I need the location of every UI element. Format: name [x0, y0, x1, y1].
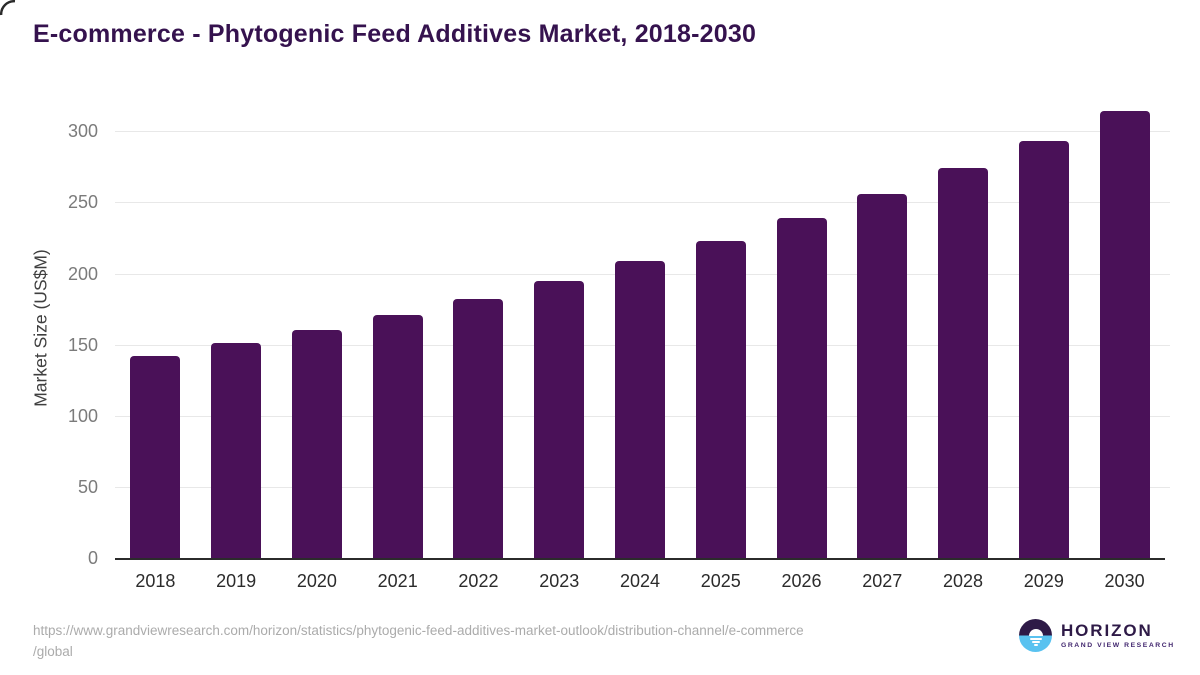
source-url: https://www.grandviewresearch.com/horizo… — [33, 620, 963, 662]
horizon-logo: HORIZON GRAND VIEW RESEARCH — [1019, 619, 1175, 652]
x-axis-label-2019: 2019 — [216, 571, 257, 591]
y-axis-tick-label: 150 — [67, 334, 98, 355]
bar-slot — [115, 100, 196, 558]
y-axis-tick-label: 50 — [77, 476, 98, 497]
bar-2018 — [130, 356, 181, 558]
bar-slot — [519, 100, 600, 558]
bar-slot — [196, 100, 277, 558]
bar-slot — [842, 100, 923, 558]
page-title: E-commerce - Phytogenic Feed Additives M… — [33, 20, 757, 48]
bar-2022 — [453, 299, 504, 558]
sun-horizon-icon — [1028, 628, 1043, 636]
plot-area — [115, 100, 1170, 560]
bar-2027 — [857, 193, 908, 558]
horizon-wordmark: HORIZON GRAND VIEW RESEARCH — [1061, 622, 1175, 650]
x-axis-label-2020: 2020 — [296, 571, 337, 591]
x-axis-label-2022: 2022 — [458, 571, 499, 591]
y-axis-tick-label: 200 — [67, 263, 98, 284]
bar-2021 — [372, 314, 423, 558]
bar-2024 — [614, 260, 665, 558]
source-url-line-2: /global — [33, 644, 73, 659]
x-axis-label-2018: 2018 — [135, 571, 176, 591]
bar-2020 — [291, 330, 342, 558]
bar-2023 — [534, 280, 585, 558]
bar-slot — [761, 100, 842, 558]
corner-artifact — [0, 0, 16, 16]
y-axis-tick-label: 100 — [67, 405, 98, 426]
gridline — [115, 131, 1170, 133]
x-axis-line — [115, 558, 1165, 560]
y-axis-tick-label: 250 — [67, 192, 98, 213]
bar-2026 — [776, 218, 827, 558]
bar-2029 — [1018, 141, 1069, 558]
bar-slot — [438, 100, 519, 558]
x-axis-label-2028: 2028 — [943, 571, 984, 591]
x-axis-label-2025: 2025 — [700, 571, 741, 591]
bars — [115, 100, 1165, 558]
bar-2028 — [938, 168, 989, 558]
bar-slot — [1003, 100, 1084, 558]
x-axis-labels: 2018 2019 2020 2021 2022 2023 2024 2025 2026 2027… — [115, 571, 1165, 592]
horizon-logo-icon — [1019, 619, 1052, 652]
y-axis-tick-label: 0 — [87, 548, 98, 568]
x-axis-label-2029: 2029 — [1023, 571, 1064, 591]
bar-2019 — [211, 343, 262, 558]
brand-name: HORIZON — [1061, 620, 1153, 640]
x-axis-label-2026: 2026 — [781, 571, 822, 591]
bar-2025 — [695, 240, 746, 558]
x-axis-label-2027: 2027 — [862, 571, 903, 591]
brand-tagline: GRAND VIEW RESEARCH — [1061, 642, 1175, 650]
y-axis-ticks: 0 50 100 150 200 250 300 — [0, 100, 98, 567]
x-axis-label-2023: 2023 — [539, 571, 580, 591]
source-url-line-1: https://www.grandviewresearch.com/horizo… — [33, 623, 804, 638]
bar-slot — [357, 100, 438, 558]
x-axis-label-2024: 2024 — [619, 571, 660, 591]
bar-slot — [680, 100, 761, 558]
gridline — [115, 202, 1170, 204]
bar-slot — [923, 100, 1004, 558]
bar-slot — [600, 100, 681, 558]
bar-slot — [277, 100, 358, 558]
x-axis-label-2030: 2030 — [1104, 571, 1145, 591]
x-axis-label-2021: 2021 — [377, 571, 418, 591]
bar-2030 — [1099, 111, 1150, 558]
bar-slot — [1084, 100, 1165, 558]
y-axis-tick-label: 300 — [67, 121, 98, 142]
